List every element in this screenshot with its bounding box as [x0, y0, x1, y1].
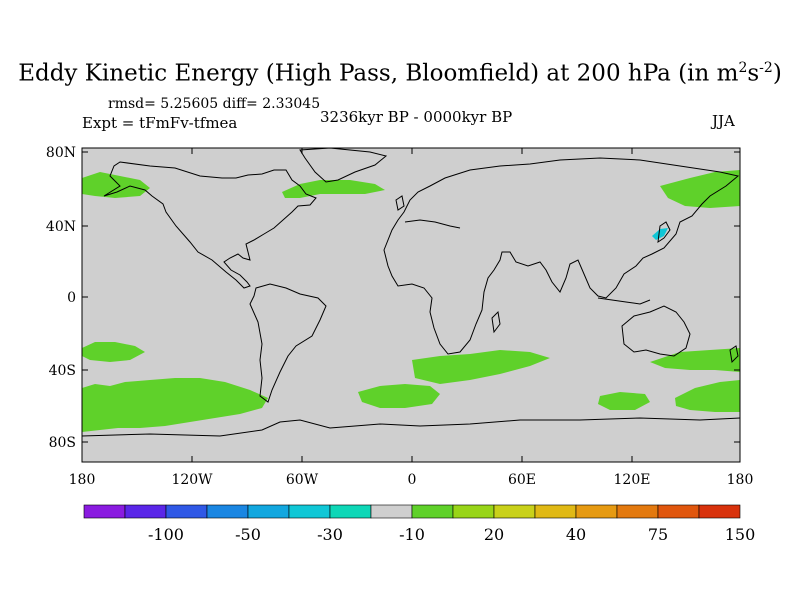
lon-label: 180 [69, 472, 96, 488]
colorbar-label: 40 [566, 525, 586, 544]
coast-north-america [103, 161, 317, 289]
colorbar-swatch [165, 504, 208, 519]
region-south-indian-ocean [412, 350, 550, 384]
region-south-atlantic [358, 384, 440, 408]
colorbar-label: -30 [317, 525, 343, 544]
colorbar-swatch [534, 504, 577, 519]
region-south-pacific-main [82, 378, 268, 432]
colorbar-swatch [83, 504, 126, 519]
colorbar-swatch [411, 504, 454, 519]
lon-label: 180 [727, 472, 754, 488]
lat-label: 80S [49, 435, 76, 451]
coast-antarctica [82, 417, 740, 437]
season-label: JJA [712, 112, 735, 130]
colorbar-swatch [616, 504, 659, 519]
lon-label: 120E [614, 472, 651, 488]
colorbar: -100 -50 -30 -10 20 40 75 150 [83, 504, 756, 544]
lon-label: 0 [408, 472, 417, 488]
colorbar-swatch [124, 504, 167, 519]
region-southern-ocean-east [598, 392, 650, 410]
colorbar-swatch [452, 504, 495, 519]
lat-label: 40S [49, 363, 76, 379]
colorbar-swatch [575, 504, 618, 519]
lon-label: 120W [171, 472, 213, 488]
colorbar-swatch [657, 504, 700, 519]
colorbar-swatch [329, 504, 372, 519]
lat-label: 40N [46, 219, 76, 235]
lat-label: 0 [67, 290, 76, 306]
colorbar-label: 20 [484, 525, 504, 544]
coast-madagascar [491, 310, 501, 334]
colorbar-label: -100 [148, 525, 184, 544]
coastlines [82, 148, 740, 437]
lon-label: 60E [508, 472, 536, 488]
coast-south-america [249, 283, 327, 403]
negative-anomaly-japan [652, 228, 668, 240]
coast-new-zealand [729, 345, 739, 364]
axis-ticks [81, 148, 741, 462]
colorbar-label: 150 [725, 525, 756, 544]
coast-mediterranean [404, 219, 461, 229]
region-north-pacific-east [660, 170, 740, 208]
axis-labels: 80N 40N 0 40S 80S 180 120W 60W 0 60E 120E 180 [46, 145, 753, 488]
lat-label: 80N [46, 145, 76, 161]
lon-label: 60W [286, 472, 319, 488]
coast-japan [657, 221, 671, 244]
colorbar-swatch [493, 504, 536, 519]
rmsd-diff-stats: rmsd= 5.25605 diff= 2.33045 [108, 96, 321, 112]
colorbar-swatch [698, 504, 741, 519]
colorbar-label: -10 [399, 525, 425, 544]
region-north-atlantic [282, 180, 385, 198]
region-australia-south [650, 348, 740, 372]
colorbar-label: -50 [235, 525, 261, 544]
coast-uk [395, 195, 405, 211]
colorbar-swatch [247, 504, 290, 519]
chart-title: Eddy Kinetic Energy (High Pass, Bloomfie… [18, 60, 782, 87]
experiment-label: Expt = tFmFv-tfmea [82, 114, 238, 132]
colorbar-swatch [288, 504, 331, 519]
region-south-pacific-east [82, 342, 145, 362]
positive-anomaly-regions [82, 170, 740, 432]
colorbar-swatch [206, 504, 249, 519]
coast-eurasia-africa [383, 157, 740, 355]
coast-indonesia [597, 297, 651, 305]
coast-australia [621, 305, 691, 357]
region-southern-ocean-far-east [675, 380, 740, 412]
plot-frame [81, 147, 741, 463]
region-north-pacific-west [82, 172, 150, 198]
colorbar-label: 75 [648, 525, 668, 544]
coast-greenland [299, 148, 388, 183]
colorbar-swatch [370, 504, 413, 519]
time-period-label: 3236kyr BP - 0000kyr BP [320, 108, 513, 126]
